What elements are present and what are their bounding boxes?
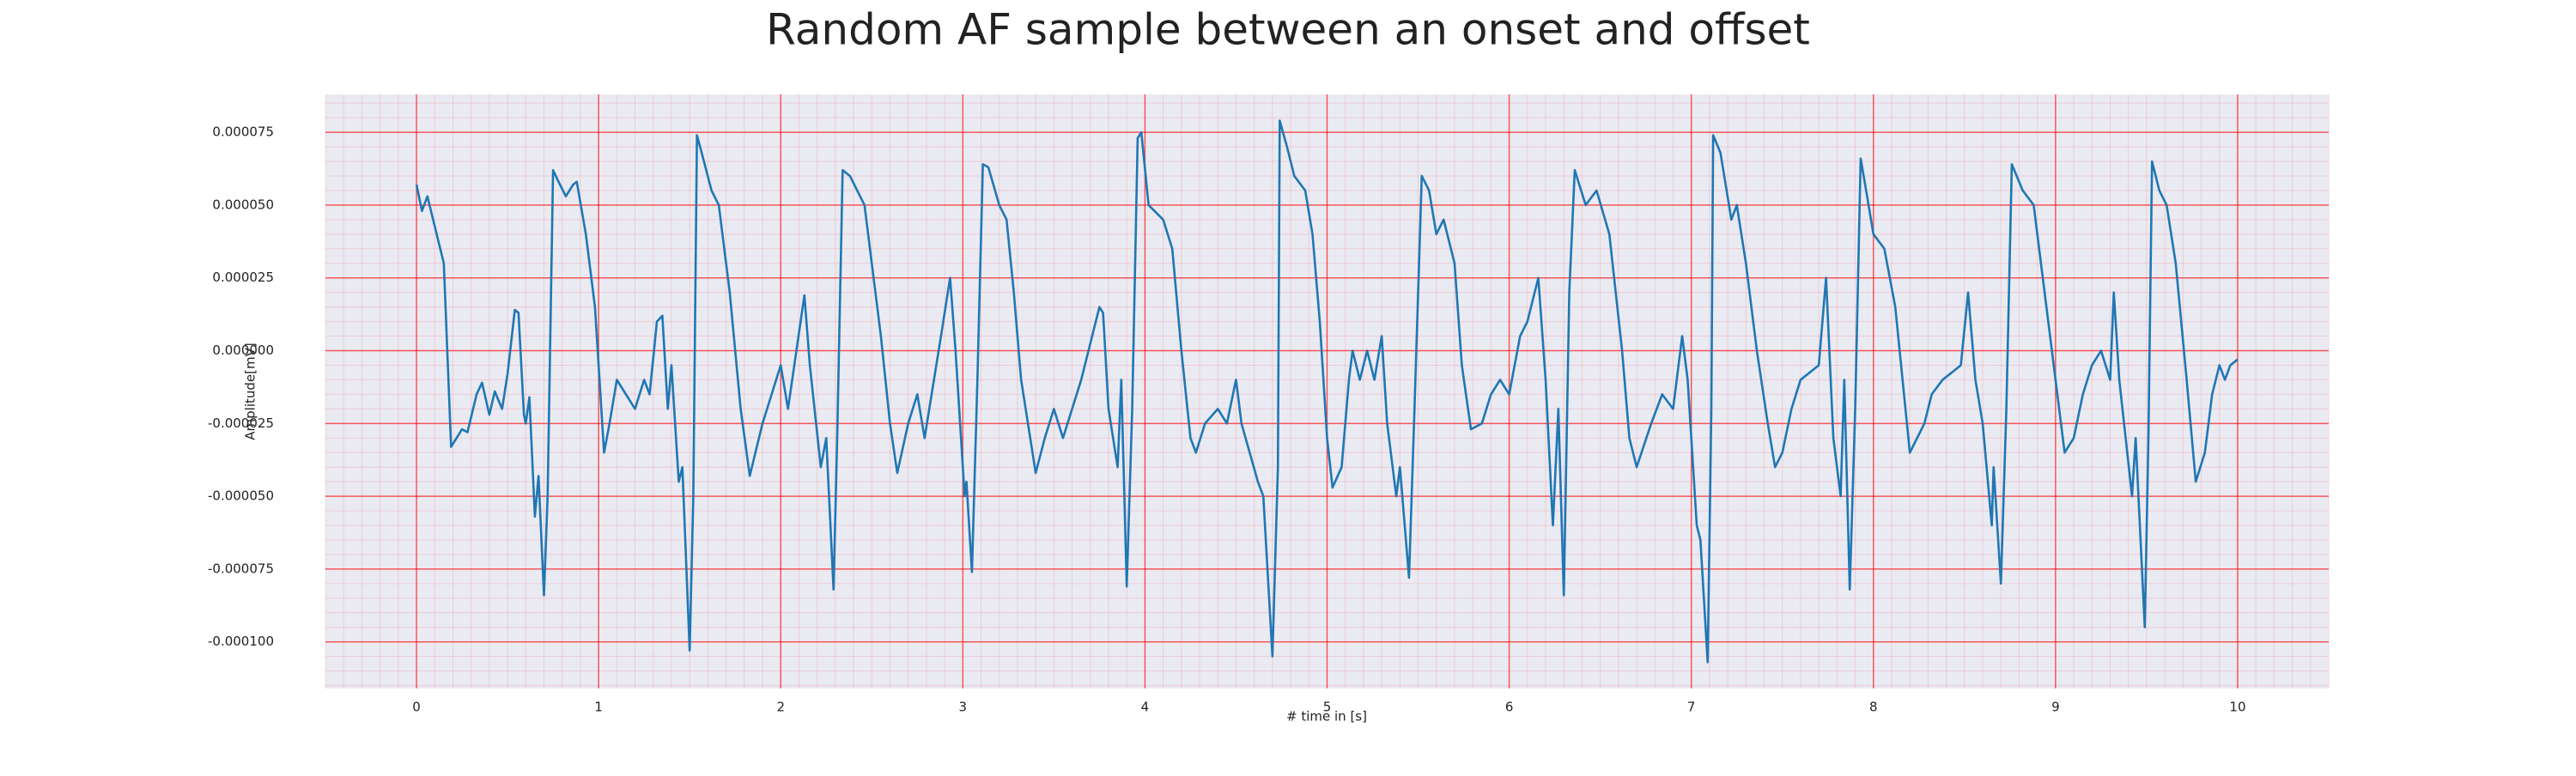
y-tick-label: -0.000050 <box>208 488 274 504</box>
y-tick-label: -0.000025 <box>208 415 274 431</box>
y-tick-label: 0.000075 <box>212 124 274 140</box>
x-tick-label: 1 <box>594 700 603 715</box>
x-tick-label: 0 <box>412 700 421 715</box>
x-tick-label: 3 <box>959 700 968 715</box>
signal-line <box>415 119 2239 664</box>
x-tick-label: 8 <box>1869 700 1878 715</box>
x-tick-label: 4 <box>1141 700 1150 715</box>
chart-title: Random AF sample between an onset and of… <box>766 5 1810 55</box>
x-tick-label: 5 <box>1323 700 1332 715</box>
x-tick-label: 6 <box>1505 700 1514 715</box>
y-tick-label: -0.000075 <box>208 561 274 576</box>
y-tick-label: 0.000000 <box>212 343 274 358</box>
x-tick-label: 7 <box>1687 700 1696 715</box>
x-tick-label: 2 <box>776 700 785 715</box>
x-tick-label: 10 <box>2229 700 2245 715</box>
y-axis-label: Amplitude[mV] <box>243 343 258 440</box>
y-tick-label: -0.000100 <box>208 634 274 649</box>
x-tick-label: 9 <box>2051 700 2060 715</box>
y-tick-label: 0.000025 <box>212 270 274 285</box>
x-axis-label: # time in [s] <box>1286 709 1367 724</box>
y-tick-label: 0.000050 <box>212 197 274 212</box>
